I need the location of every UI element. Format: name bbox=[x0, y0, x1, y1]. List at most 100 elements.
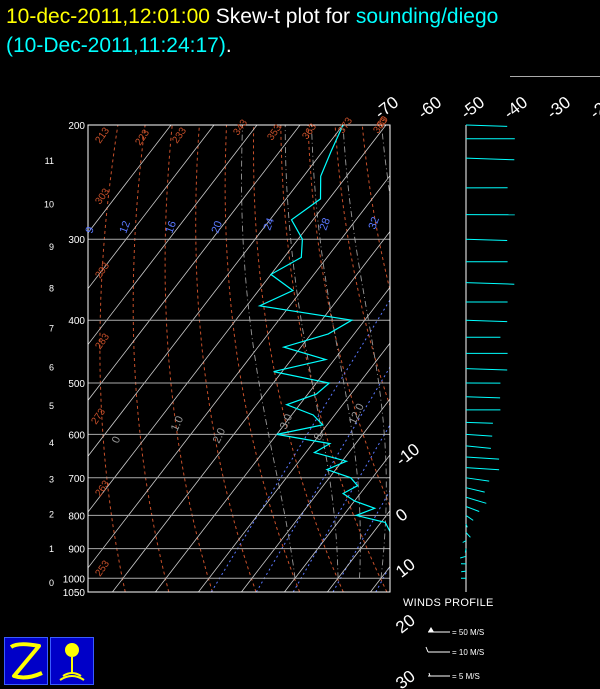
wind-barb bbox=[464, 548, 467, 553]
wind-barb bbox=[465, 319, 508, 323]
pressure-tick-label: 1050 bbox=[63, 588, 86, 599]
wind-barb bbox=[465, 238, 508, 241]
pressure-tick-label: 500 bbox=[68, 379, 85, 390]
isotherm-line bbox=[198, 342, 390, 592]
dry-adiabat-line bbox=[361, 125, 390, 292]
isotherm-line bbox=[413, 125, 600, 592]
wind-barb bbox=[465, 421, 493, 424]
isotherm-label-right: 0 bbox=[392, 505, 411, 526]
wind-barb bbox=[465, 487, 485, 493]
isotherm-label-right: -10 bbox=[392, 440, 423, 470]
wind-legend-halfbarb bbox=[428, 672, 431, 677]
wind-barb bbox=[465, 124, 508, 127]
mixing-ratio-line bbox=[402, 125, 600, 592]
isotherm-line bbox=[499, 125, 600, 592]
isotherm-line bbox=[88, 125, 258, 346]
dewpoint-line bbox=[257, 125, 390, 533]
plot-frame bbox=[87, 124, 391, 593]
isotherm-line bbox=[88, 125, 172, 234]
isotherm-line bbox=[88, 125, 387, 513]
dry-adiabat-line bbox=[99, 125, 126, 592]
dry-adiabat-line bbox=[471, 125, 600, 592]
moist-adiabat-line bbox=[284, 125, 339, 579]
height-tick-label: 1 bbox=[49, 544, 54, 554]
wind-barb bbox=[460, 555, 467, 559]
dry-adiabat-line bbox=[498, 125, 600, 592]
dry-adiabat-line bbox=[525, 125, 600, 592]
wind-barb bbox=[465, 477, 490, 482]
pressure-tick-label: 400 bbox=[68, 316, 85, 327]
moist-adiabat-line bbox=[241, 125, 296, 579]
wind-legend-barb bbox=[425, 646, 429, 653]
mixing-ratio-line bbox=[292, 423, 390, 592]
mixing-ratio-label: 20 bbox=[210, 219, 225, 235]
isotherm-line bbox=[88, 125, 215, 290]
title-datetime: 10-dec-2011,12:01:00 bbox=[6, 5, 210, 28]
height-tick-label: 11 bbox=[45, 156, 54, 166]
mixing-ratio-label: 28 bbox=[318, 216, 333, 232]
dry-adiabat-label: 343 bbox=[231, 117, 250, 137]
moist-adiabat-line bbox=[311, 125, 361, 579]
wind-barb bbox=[465, 523, 468, 528]
moist-adiabat-line bbox=[424, 125, 454, 578]
mixing-ratio-line bbox=[422, 125, 600, 592]
isotherm-line bbox=[456, 125, 600, 592]
wind-barb bbox=[465, 368, 508, 371]
pressure-tick-label: 900 bbox=[68, 545, 85, 556]
wind-barb bbox=[465, 467, 500, 471]
wind-barb bbox=[465, 433, 493, 437]
isotherm-line bbox=[241, 398, 390, 592]
wind-barb bbox=[465, 515, 474, 521]
wind-barb bbox=[465, 496, 487, 504]
mixing-ratio-label: 12 bbox=[118, 219, 133, 235]
wind-barb bbox=[465, 157, 515, 161]
dry-adiabat-line bbox=[307, 125, 390, 508]
height-tick-label: 9 bbox=[49, 242, 54, 252]
dry-adiabat-label: 233 bbox=[170, 125, 189, 145]
wind-barb bbox=[465, 445, 491, 449]
title-obs-end: . bbox=[225, 34, 232, 57]
dry-adiabat-label: 363 bbox=[300, 121, 319, 141]
title-divider bbox=[510, 76, 600, 77]
isotherm-line bbox=[155, 286, 390, 592]
dry-adiabat-line bbox=[444, 125, 600, 592]
dry-adiabat-label: 253 bbox=[93, 558, 112, 578]
dry-adiabat-line bbox=[224, 125, 301, 592]
pressure-tick-label: 700 bbox=[68, 474, 85, 485]
moist-adiabat-label: 8 bbox=[312, 432, 325, 443]
wind-barb bbox=[462, 540, 467, 543]
wind-legend-label: = 10 M/S bbox=[452, 648, 484, 657]
isotherm-label-top: -50 bbox=[457, 93, 488, 123]
wind-barb bbox=[465, 396, 501, 399]
isotherm-line bbox=[88, 174, 390, 569]
pressure-tick-label: 300 bbox=[68, 235, 85, 246]
dry-adiabat-line bbox=[253, 125, 344, 592]
dry-adiabat-line bbox=[280, 125, 388, 592]
balloon-logo-icon bbox=[50, 637, 94, 685]
wind-barb bbox=[465, 282, 515, 285]
height-tick-label: 8 bbox=[49, 283, 54, 293]
mixing-ratio-line bbox=[332, 489, 390, 592]
pressure-tick-label: 600 bbox=[68, 430, 85, 441]
wind-legend-pennant bbox=[428, 627, 434, 632]
isotherm-line bbox=[112, 230, 390, 592]
mixing-ratio-label: 32 bbox=[367, 215, 382, 231]
dry-adiabat-label: 273 bbox=[89, 406, 108, 426]
dry-adiabat-line bbox=[417, 125, 600, 592]
dry-adiabat-line bbox=[132, 125, 170, 592]
dry-adiabat-label: 263 bbox=[93, 478, 112, 498]
dry-adiabat-line bbox=[552, 125, 600, 592]
dry-adiabat-line bbox=[388, 125, 390, 134]
dry-adiabat-line bbox=[164, 125, 213, 592]
isotherm-label-top: -60 bbox=[414, 93, 445, 123]
moist-adiabat-label: 2.0 bbox=[211, 426, 228, 445]
isotherm-label-top: -20 bbox=[586, 93, 600, 123]
mixing-ratio-label: 16 bbox=[164, 219, 179, 235]
pressure-tick-label: 800 bbox=[68, 511, 85, 522]
isotherm-label-top: -30 bbox=[543, 93, 574, 123]
mixing-ratio-line bbox=[471, 125, 600, 592]
mixing-ratio-line bbox=[461, 125, 600, 592]
dry-adiabat-line bbox=[580, 125, 600, 592]
wind-barb bbox=[465, 456, 500, 460]
